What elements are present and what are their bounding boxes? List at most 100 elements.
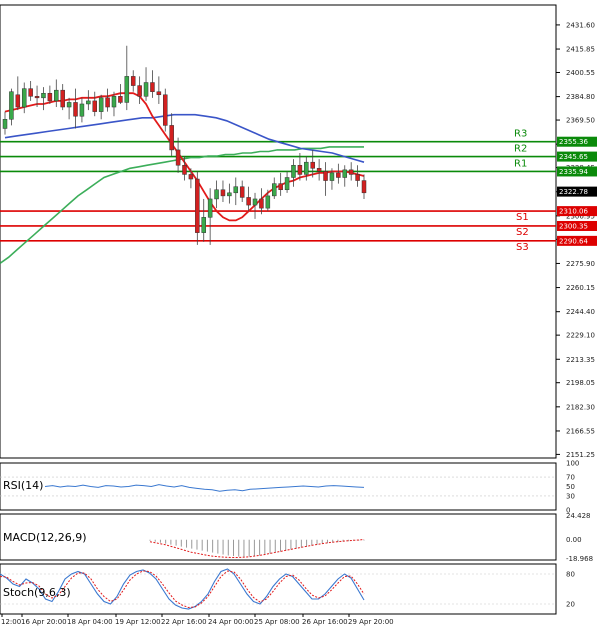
- macd-level-label: 24.428: [566, 512, 591, 520]
- level-price-box: [557, 220, 597, 231]
- candle-body: [60, 89, 65, 108]
- candle-body: [323, 171, 328, 181]
- level-price-label: 2310.06: [559, 208, 588, 216]
- candle-body: [92, 100, 97, 112]
- candle-body: [41, 92, 46, 99]
- price-tick-label: 2182.30: [566, 403, 595, 411]
- time-axis: 12:00 16 Apr 20:00 18 Apr 04:00 19 Apr 12:0…: [1, 614, 394, 626]
- price-tick-label: 2229.10: [566, 332, 595, 340]
- candle-body: [105, 97, 110, 108]
- level-tag-r1: R1: [514, 158, 527, 169]
- candle-body: [34, 96, 40, 99]
- candle-body: [86, 100, 91, 105]
- candle-body: [227, 192, 232, 197]
- candle-body: [278, 183, 283, 191]
- price-tick-label: 2306.95: [566, 212, 595, 220]
- candle-body: [175, 149, 181, 166]
- rsi-level-label: 0: [566, 507, 570, 515]
- candle-body: [98, 97, 104, 112]
- price-tick-label: 2198.05: [566, 379, 595, 387]
- candle-body: [73, 102, 78, 117]
- price-tick-label: 2400.55: [566, 69, 595, 77]
- time-tick-label: 22 Apr 16:00: [161, 618, 207, 626]
- macd-signal-line: [149, 539, 365, 558]
- candle-body: [54, 89, 59, 102]
- candle-body: [118, 96, 123, 103]
- candle-body: [124, 76, 130, 103]
- candle-body: [316, 168, 322, 172]
- candle-body: [284, 177, 290, 191]
- rsi-level-label: 50: [566, 483, 575, 491]
- candle-body: [291, 164, 296, 178]
- candle-body: [21, 88, 27, 108]
- macd-label: MACD(12,26,9): [3, 531, 87, 544]
- price-tick-label: 2244.40: [566, 308, 595, 316]
- level-price-box: [557, 136, 597, 147]
- candle-body: [143, 82, 149, 97]
- level-price-label: 2300.35: [559, 222, 588, 230]
- candle-body: [297, 164, 303, 175]
- candle-body: [265, 195, 271, 209]
- time-tick-label: 26 Apr 16:00: [302, 618, 348, 626]
- current-price-box: [557, 186, 597, 197]
- candle-body: [355, 174, 360, 181]
- candle-body: [156, 91, 162, 96]
- price-tick-label: 2260.15: [566, 284, 595, 292]
- price-tick-label: 2415.85: [566, 46, 595, 54]
- panel-frame-0: [0, 4, 557, 459]
- level-tag-s3: S3: [516, 242, 529, 253]
- level-price-label: 2335.94: [559, 168, 588, 176]
- level-tag-s1: S1: [516, 212, 529, 223]
- rsi-level-label: 30: [566, 492, 575, 500]
- time-tick-label: 16 Apr 20:00: [21, 618, 67, 626]
- candle-body: [272, 183, 277, 197]
- candle-body: [201, 217, 206, 233]
- level-tag-r2: R2: [514, 144, 527, 155]
- pivot-levels: 2355.36 R3 2345.65 R2 2335.94 R1 2310.06 S1 2300…: [0, 129, 597, 253]
- candle-body: [182, 164, 187, 175]
- price-tick-label: 2369.50: [566, 117, 595, 125]
- candles: [2, 45, 367, 245]
- candle-body: [329, 172, 335, 181]
- level-price-label: 2290.64: [559, 237, 588, 245]
- level-price-label: 2355.36: [559, 138, 588, 146]
- rsi-level-label: 70: [566, 474, 575, 482]
- price-tick-label: 2275.90: [566, 260, 595, 268]
- candle-body: [2, 119, 8, 129]
- time-tick-label: 18 Apr 04:00: [67, 618, 113, 626]
- time-tick-label: 12:00: [1, 618, 21, 626]
- candle-body: [342, 169, 348, 178]
- level-price-box: [557, 166, 597, 177]
- level-price-box: [557, 151, 597, 162]
- candle-body: [47, 92, 53, 102]
- candle-body: [130, 76, 136, 86]
- macd-level-label: 0.00: [566, 536, 582, 544]
- time-tick-label: 24 Apr 00:00: [208, 618, 254, 626]
- candle-body: [220, 189, 226, 197]
- price-tick-label: 2213.35: [566, 356, 595, 364]
- panel-frames: [0, 4, 557, 615]
- stoch-label: Stoch(9,6,3): [3, 586, 71, 599]
- candle-body: [9, 91, 14, 120]
- candle-body: [214, 189, 219, 200]
- macd-level-label: -18.968: [566, 555, 593, 563]
- macd-panel: 24.428 0.00 -18.968 MACD(12,26,9): [3, 512, 593, 563]
- candle-body: [304, 161, 309, 175]
- level-price-box: [557, 235, 597, 246]
- candle-body: [150, 82, 155, 92]
- level-tag-r3: R3: [514, 129, 527, 140]
- time-tick-label: 25 Apr 08:00: [254, 618, 300, 626]
- candle-body: [207, 198, 213, 218]
- candle-body: [252, 198, 258, 206]
- level-price-box: [557, 206, 597, 217]
- candle-body: [348, 169, 354, 175]
- candle-body: [361, 180, 367, 194]
- candle-body: [111, 96, 117, 108]
- time-tick-label: 29 Apr 20:00: [348, 618, 394, 626]
- candle-body: [163, 94, 168, 126]
- price-tick-label: 2384.80: [566, 93, 595, 101]
- stoch-k-line: [0, 568, 365, 610]
- candle-body: [188, 174, 194, 180]
- stoch-level-label: 80: [566, 571, 575, 579]
- candle-body: [28, 88, 33, 97]
